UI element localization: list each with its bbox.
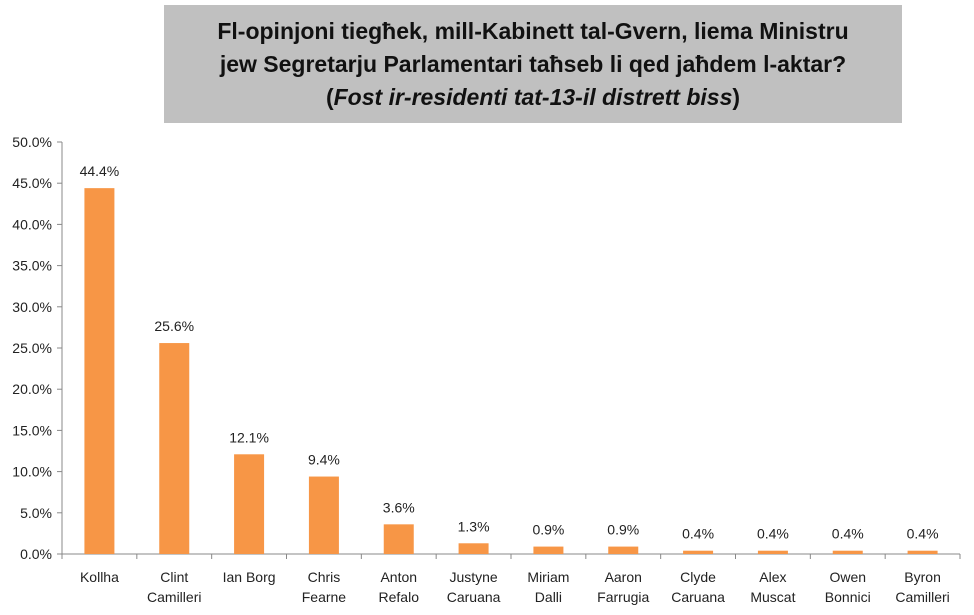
y-tick-label: 0.0% <box>20 546 52 562</box>
bar <box>159 343 190 554</box>
y-tick-label: 15.0% <box>12 422 52 438</box>
y-tick-label: 30.0% <box>12 299 52 315</box>
bar <box>234 454 265 554</box>
bar <box>683 550 714 554</box>
x-tick-label: Anton Refalo <box>379 569 420 605</box>
x-tick-label: Owen Bonnici <box>825 569 871 605</box>
subtitle-open-paren: ( <box>325 83 334 110</box>
x-tick-label: Byron Camilleri <box>895 569 949 605</box>
x-tick-label: Alex Muscat <box>750 569 795 605</box>
data-label: 9.4% <box>308 452 340 468</box>
x-tick-label: Clyde Caruana <box>671 569 725 605</box>
bar <box>608 546 639 554</box>
x-tick-label: Chris Fearne <box>302 569 347 605</box>
data-label: 25.6% <box>154 318 194 334</box>
bar <box>907 550 938 554</box>
x-tick-label: Kollha <box>80 569 119 585</box>
y-tick-label: 5.0% <box>20 505 52 521</box>
chart-title-line-1: Fl-opinjoni tiegħek, mill-Kabinett tal-G… <box>217 17 849 44</box>
data-label: 3.6% <box>383 499 415 515</box>
chart-subtitle: (Fost ir-residenti tat-13-il distrett bi… <box>326 81 740 114</box>
y-tick-label: 45.0% <box>12 175 52 191</box>
x-tick-label: Miriam Dalli <box>527 569 569 605</box>
x-tick-label: Ian Borg <box>223 569 276 585</box>
y-tick-label: 25.0% <box>12 340 52 356</box>
bar <box>832 550 863 554</box>
chart-title-line-2: jew Segretarju Parlamentari taħseb li qe… <box>219 50 847 77</box>
data-label: 1.3% <box>458 518 490 534</box>
bar <box>383 524 414 554</box>
x-tick-label: Justyne Caruana <box>447 569 501 605</box>
bar <box>308 476 339 554</box>
data-label: 0.4% <box>832 526 864 542</box>
y-tick-label: 10.0% <box>12 464 52 480</box>
subtitle-close-paren: ) <box>732 83 741 110</box>
x-tick-label: Clint Camilleri <box>147 569 201 605</box>
y-tick-label: 20.0% <box>12 381 52 397</box>
chart-title-box: Fl-opinjoni tiegħek, mill-Kabinett tal-G… <box>164 5 902 123</box>
bar <box>757 550 788 554</box>
data-label: 0.9% <box>532 522 564 538</box>
data-label: 12.1% <box>229 429 269 445</box>
bar <box>458 543 489 554</box>
data-label: 0.9% <box>607 522 639 538</box>
data-label: 0.4% <box>682 526 714 542</box>
y-tick-label: 50.0% <box>12 134 52 150</box>
y-tick-label: 35.0% <box>12 258 52 274</box>
y-tick-label: 40.0% <box>12 216 52 232</box>
bar <box>533 546 564 554</box>
bar <box>84 188 115 555</box>
data-label: 0.4% <box>757 526 789 542</box>
data-label: 0.4% <box>907 526 939 542</box>
data-label: 44.4% <box>80 163 120 179</box>
subtitle-italic-text: Fost ir-residenti tat-13-il distrett bis… <box>333 83 733 110</box>
x-tick-label: Aaron Farrugia <box>597 569 649 605</box>
